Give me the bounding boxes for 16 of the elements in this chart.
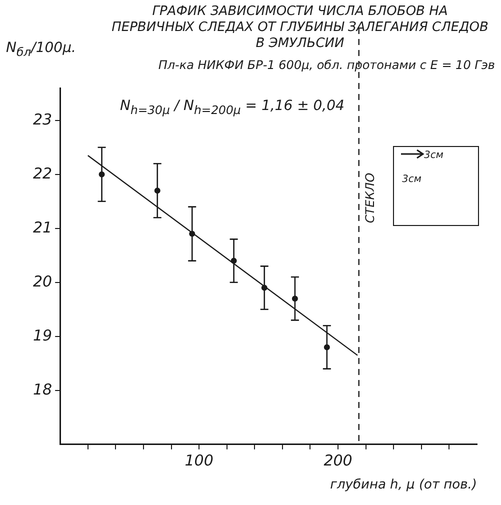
y-tick-label: 22 (32, 164, 52, 182)
y-tick-label: 21 (32, 218, 52, 236)
chart-subtitle: Пл-ка НИКФИ БР-1 600μ, обл. протонами с E = 10 Гэв (157, 58, 495, 72)
annotation: 3см (402, 174, 422, 185)
y-tick-label: 18 (32, 380, 52, 398)
annotation: N$_{h=30μ}$ / N$_{h=200μ}$ = 1,16 ± 0,04 (120, 98, 344, 117)
ref-line-label: СТЕКЛО (363, 172, 377, 224)
x-axis-title: глубина h, μ (от пов.) (330, 478, 477, 493)
y-tick-label: 19 (32, 326, 52, 344)
x-tick-label: 100 (184, 451, 214, 470)
annotation: 3см (424, 150, 444, 161)
y-axis-title: N$_{бл}$/100μ. (6, 40, 76, 59)
x-tick-label: 200 (324, 451, 352, 470)
chart-title: ГРАФИК ЗАВИСИМОСТИ ЧИСЛА БЛОБОВ НА ПЕРВИЧНЫХ СЛЕДАХ ОТ ГЛУБИНЫ ЗАЛЕГАНИЯ СЛЕДОВ В ЭМУЛЬСИИ (110, 4, 490, 52)
y-tick-label: 20 (32, 272, 52, 290)
y-tick-label: 23 (32, 110, 52, 128)
